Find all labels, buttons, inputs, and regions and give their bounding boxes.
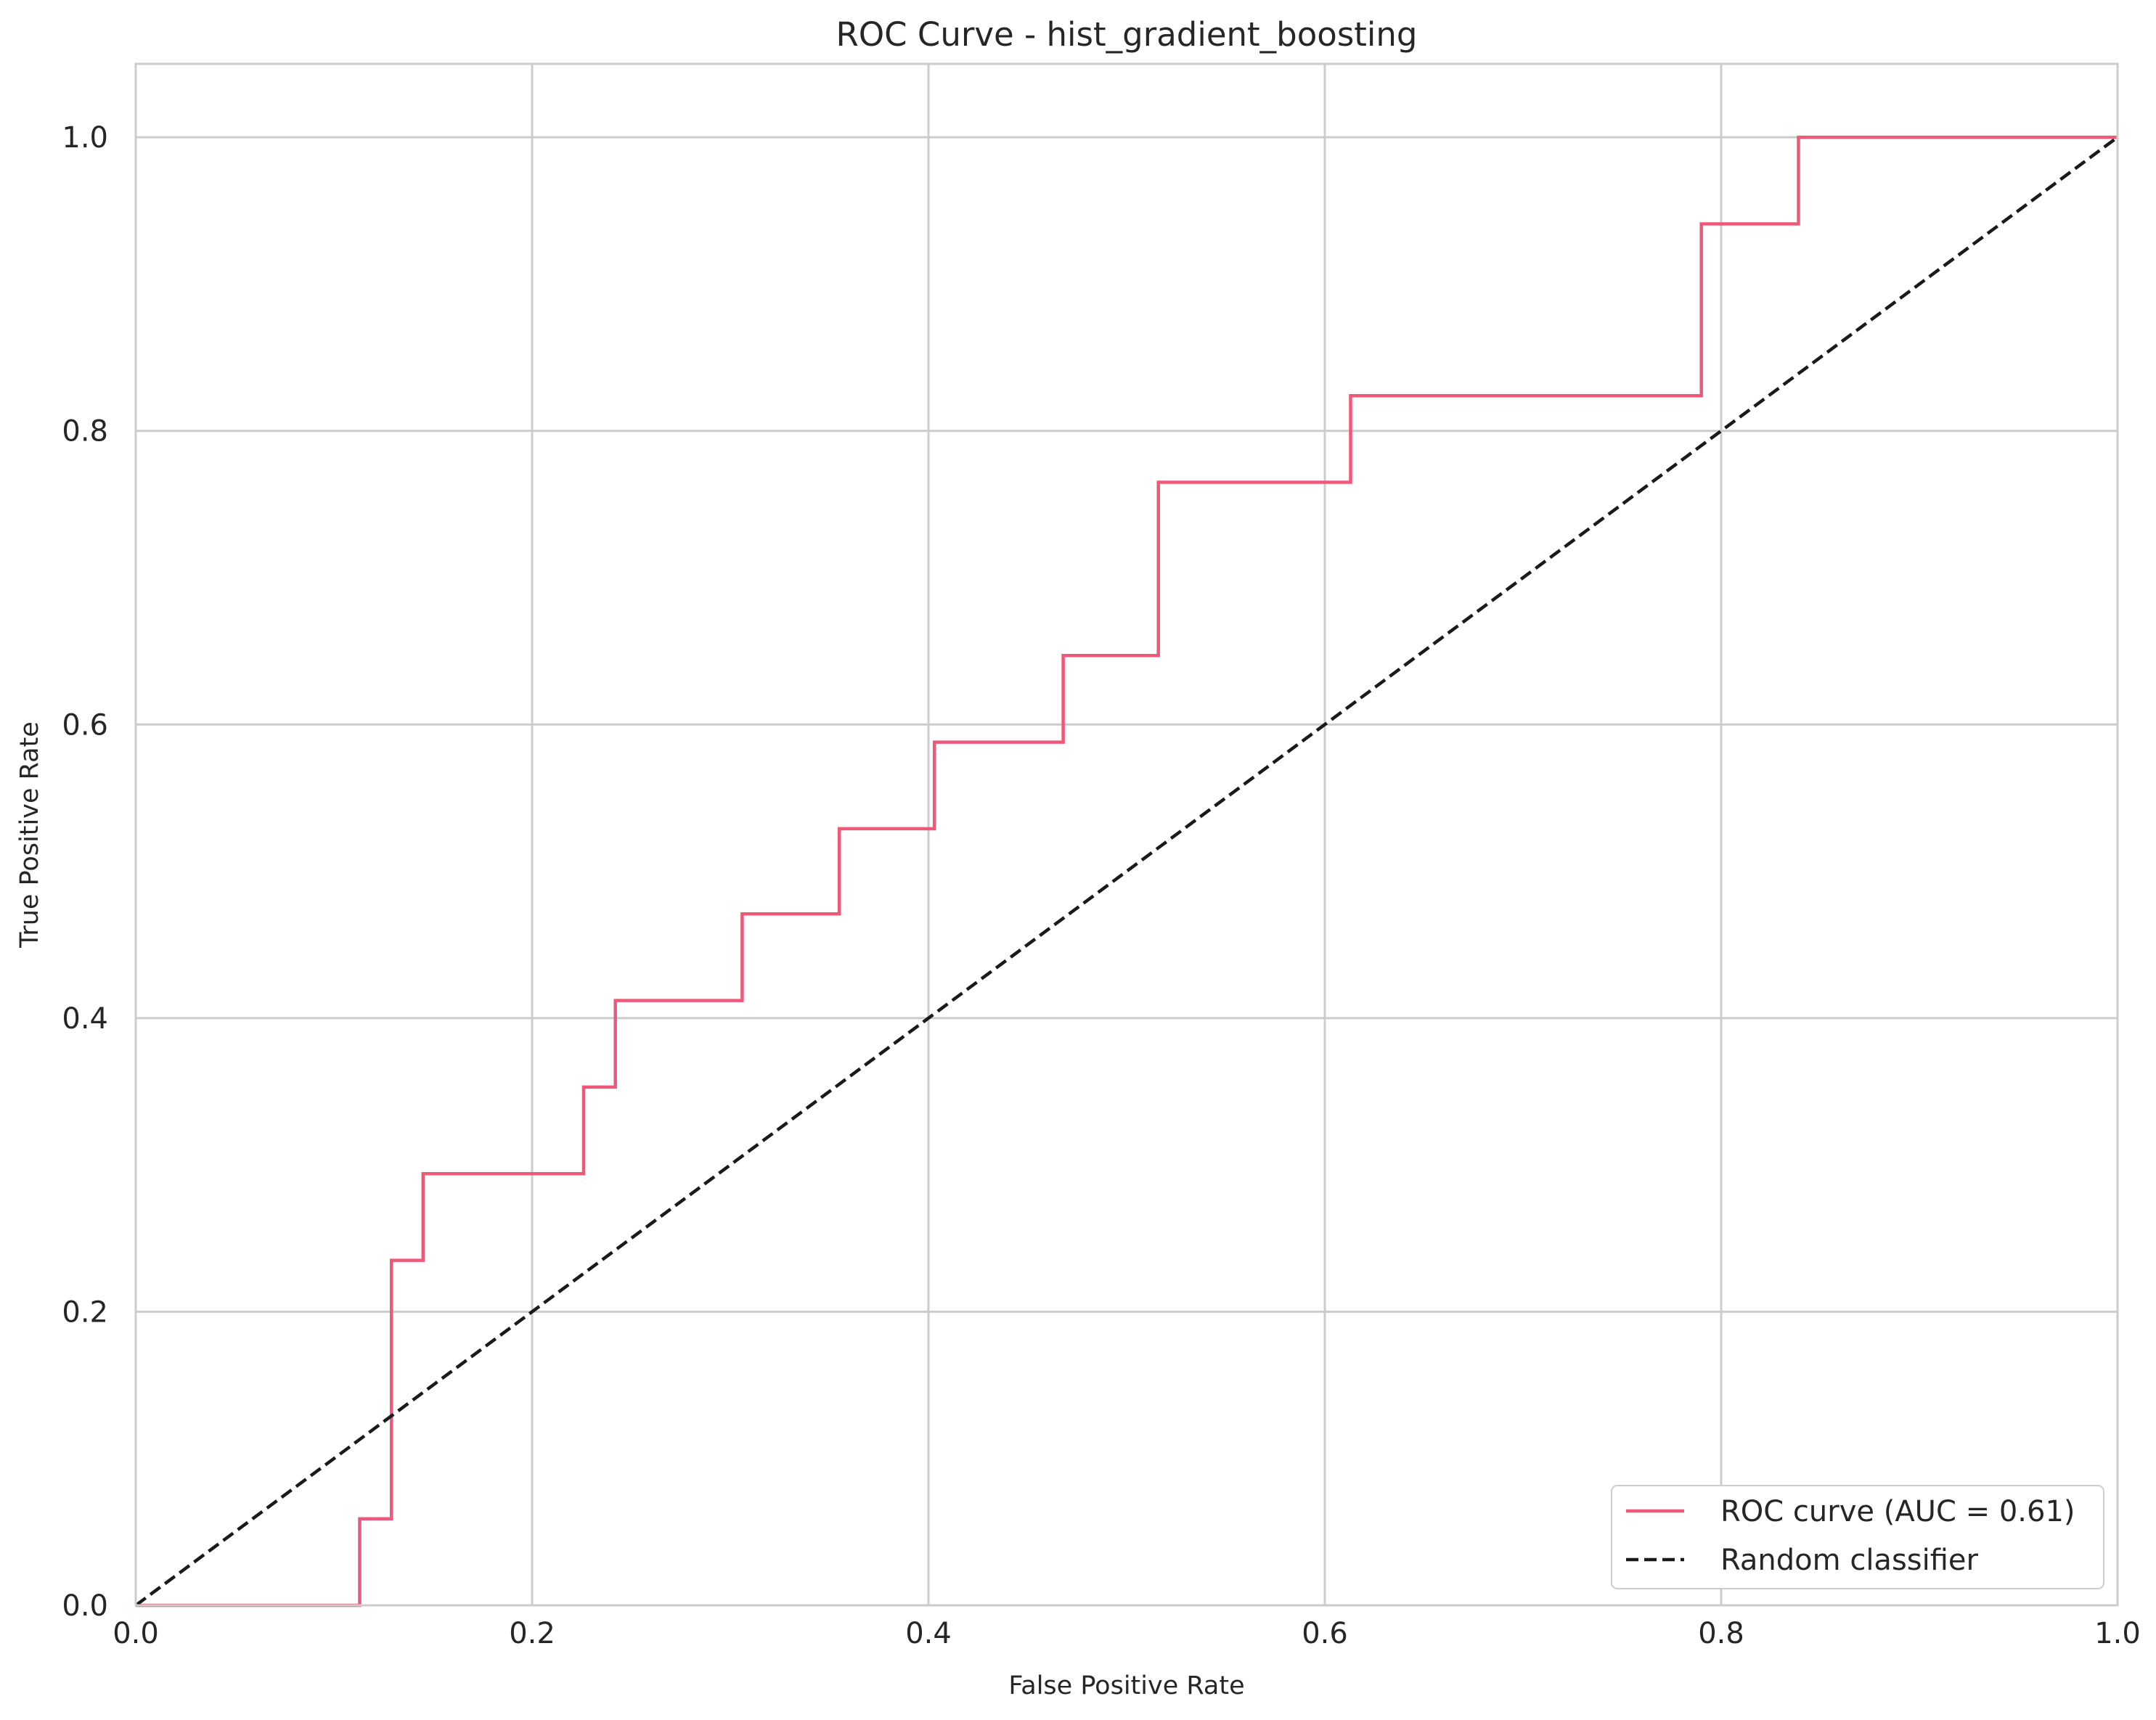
- x-tick-label: 0.8: [1698, 1617, 1744, 1650]
- y-tick-label: 0.6: [62, 708, 108, 742]
- x-tick-labels: 0.0 0.2 0.4 0.6 0.8 1.0: [113, 1617, 2141, 1650]
- x-tick-label: 0.6: [1302, 1617, 1348, 1650]
- y-tick-label: 0.0: [62, 1589, 108, 1623]
- y-tick-label: 0.2: [62, 1295, 108, 1329]
- y-tick-label: 1.0: [62, 121, 108, 155]
- x-tick-label: 0.4: [905, 1617, 952, 1650]
- plot-frame: [134, 62, 2119, 1607]
- series-lines: [134, 135, 2119, 1608]
- x-axis-label: False Positive Rate: [1008, 1671, 1244, 1700]
- x-tick-label: 1.0: [2094, 1617, 2141, 1650]
- legend-label-roc: ROC curve (AUC = 0.61): [1720, 1495, 2075, 1528]
- y-tick-label: 0.8: [62, 415, 108, 449]
- chart-title: ROC Curve - hist_gradient_boosting: [836, 15, 1418, 54]
- gridlines: [134, 64, 2119, 1607]
- legend-label-random: Random classifier: [1720, 1544, 1979, 1577]
- y-axis-label: True Positive Rate: [15, 721, 44, 949]
- legend-box: [1611, 1485, 2104, 1589]
- y-tick-label: 0.4: [62, 1002, 108, 1036]
- random-classifier-line: [134, 136, 2119, 1607]
- plot-area: [136, 64, 2118, 1605]
- x-tick-label: 0.2: [509, 1617, 555, 1650]
- legend: ROC curve (AUC = 0.61) Random classifier: [1611, 1485, 2104, 1589]
- x-tick-label: 0.0: [113, 1617, 159, 1650]
- y-tick-labels: 0.0 0.2 0.4 0.6 0.8 1.0: [62, 121, 108, 1623]
- roc-curve-line: [136, 135, 2118, 1608]
